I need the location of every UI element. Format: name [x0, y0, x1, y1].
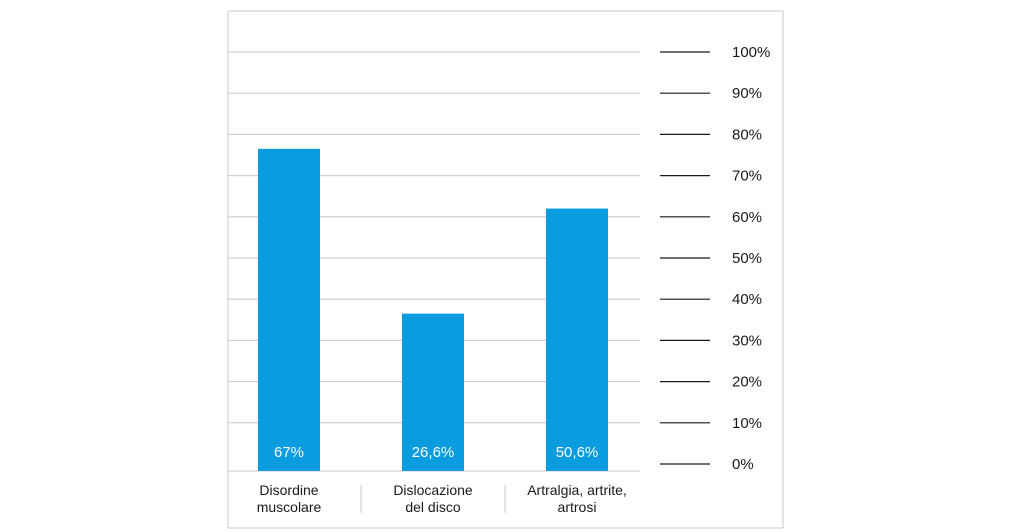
bar	[258, 148, 320, 471]
bar-data-label: 26,6%	[412, 444, 455, 461]
category-label-line: Artralgia, artrite,	[527, 482, 627, 498]
category-label-line: del disco	[405, 499, 460, 515]
y-tick-label: 40%	[732, 291, 762, 308]
category-label-line: muscolare	[257, 499, 322, 515]
category-label: Disordine muscolare	[257, 482, 322, 515]
bar	[546, 208, 608, 471]
category-label-line: Dislocazione	[393, 482, 473, 498]
y-tick-label: 10%	[732, 415, 762, 432]
bar-data-label: 50,6%	[556, 444, 599, 461]
category-label: Dislocazione del disco	[393, 482, 473, 515]
y-tick-label: 50%	[732, 250, 762, 267]
category-label-line: Disordine	[259, 482, 318, 498]
bar	[402, 313, 464, 471]
y-tick-label: 20%	[732, 374, 762, 391]
y-tick-label: 0%	[732, 456, 754, 473]
y-tick-label: 90%	[732, 85, 762, 102]
y-tick-label: 30%	[732, 332, 762, 349]
bar-data-label: 67%	[274, 444, 304, 461]
y-tick-label: 80%	[732, 126, 762, 143]
category-label: Artralgia, artrite, artrosi	[527, 482, 627, 515]
y-tick-label: 70%	[732, 168, 762, 185]
x-axis-categories: Disordine muscolare Dislocazione del disco A…	[257, 482, 627, 515]
y-tick-label: 60%	[732, 209, 762, 226]
y-axis-ticks: 0% 10% 20% 30% 40% 50% 60% 70% 80% 90% 100%	[660, 44, 770, 473]
bars: 67% 26,6% 50,6%	[258, 148, 608, 471]
y-tick-label: 100%	[732, 44, 770, 61]
category-label-line: artrosi	[558, 499, 597, 515]
